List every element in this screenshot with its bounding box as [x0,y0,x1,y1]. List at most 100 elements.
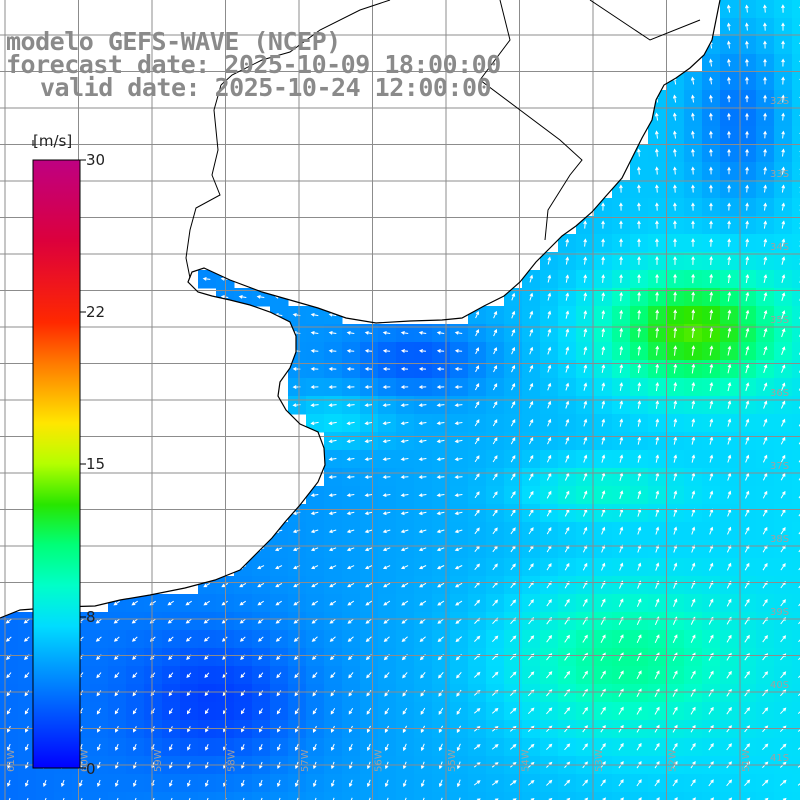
wind-cell [630,792,649,800]
lon-label: 61W [6,749,17,772]
wind-arrow [169,744,173,751]
wind-arrow [418,529,427,534]
wind-cell [792,612,800,631]
wind-arrow [582,706,588,715]
wind-cell [90,792,109,800]
wind-arrow [601,400,606,409]
wind-arrow [114,708,120,715]
wind-arrow [440,797,443,800]
wind-arrow [310,385,319,389]
wind-arrow [491,780,499,786]
wind-arrow [709,202,713,211]
wind-cell [108,792,127,800]
wind-cell [792,666,800,685]
wind-arrow [368,797,371,800]
wind-arrow [709,381,714,392]
wind-arrow [436,475,445,479]
wind-arrow [762,454,768,463]
wind-arrow [402,743,407,752]
wind-arrow [565,256,570,265]
wind-arrow [548,797,553,800]
wind-arrow [384,672,390,679]
wind-arrow [437,582,445,588]
border-line-north [589,0,701,41]
wind-arrow [710,797,714,800]
wind-arrow [763,130,767,139]
wind-arrow [673,562,678,571]
wind-arrow [619,274,623,283]
wind-arrow [400,547,409,552]
wind-arrow [204,672,210,679]
lon-label: 58W [227,749,238,772]
wind-cell [414,792,433,800]
colorbar-tick-22: 22 [86,303,106,321]
wind-cell [648,792,667,800]
wind-arrow [186,708,191,715]
wind-arrow [547,382,552,391]
wind-arrow [418,493,427,497]
river-uruguay [185,84,222,279]
wind-arrow [364,349,373,353]
wind-arrow [346,457,355,461]
wind-arrow [491,744,499,750]
forecast-date: forecast date: 2025-10-09 18:00:00 [6,50,501,79]
wind-arrow [637,220,641,229]
wind-arrow [311,582,319,588]
wind-arrow [781,220,786,229]
wind-arrow [546,563,552,571]
wind-arrow [204,708,209,715]
wind-arrow [400,421,409,426]
wind-arrow [454,457,463,462]
wind-arrow [763,327,768,338]
wind-arrow [636,742,642,751]
wind-arrow [348,672,354,679]
wind-arrow [690,742,696,751]
wind-arrow [475,329,480,337]
wind-arrow [418,349,427,353]
wind-arrow [188,797,191,800]
wind-arrow [691,381,696,392]
wind-cell [792,648,800,667]
wind-arrow [419,600,427,606]
wind-cell [792,540,800,559]
wind-arrow [636,688,642,697]
wind-arrow [400,457,409,461]
wind-arrow [346,403,355,407]
latitude-labels: 32S 33S 34S 35S 36S 37S 38S 39S 40S 41S [770,96,789,764]
wind-arrow [583,292,588,301]
wind-arrow [781,40,785,49]
wind-arrow [583,400,588,409]
wind-arrow [458,797,461,800]
wind-arrow [383,582,391,588]
wind-arrow [727,94,731,103]
wind-arrow [510,436,516,445]
wind-arrow [382,439,391,444]
wind-arrow [745,202,749,211]
wind-arrow [654,634,660,644]
wind-arrow [383,636,390,643]
lat-label: 40S [770,680,789,691]
wind-arrow [565,382,570,391]
wind-cell [252,792,271,800]
wind-cell [792,486,800,505]
wind-arrow [762,707,769,715]
wind-arrow [637,273,641,284]
wind-arrow [546,634,553,643]
wind-arrow [763,238,768,247]
wind-cell [792,234,800,253]
wind-arrow [763,256,768,265]
wind-cell [792,738,800,757]
wind-cell [792,252,800,271]
wind-arrow [601,274,605,283]
wind-arrow [637,436,642,445]
wind-arrow [780,563,786,571]
wind-arrow [762,635,768,643]
wind-arrow [113,636,120,642]
wind-arrow [401,636,408,642]
wind-arrow [454,385,463,389]
wind-arrow [654,130,659,139]
wind-arrow [149,636,156,642]
wind-arrow [474,401,480,409]
wind-arrow [781,238,786,247]
wind-arrow [296,797,299,800]
